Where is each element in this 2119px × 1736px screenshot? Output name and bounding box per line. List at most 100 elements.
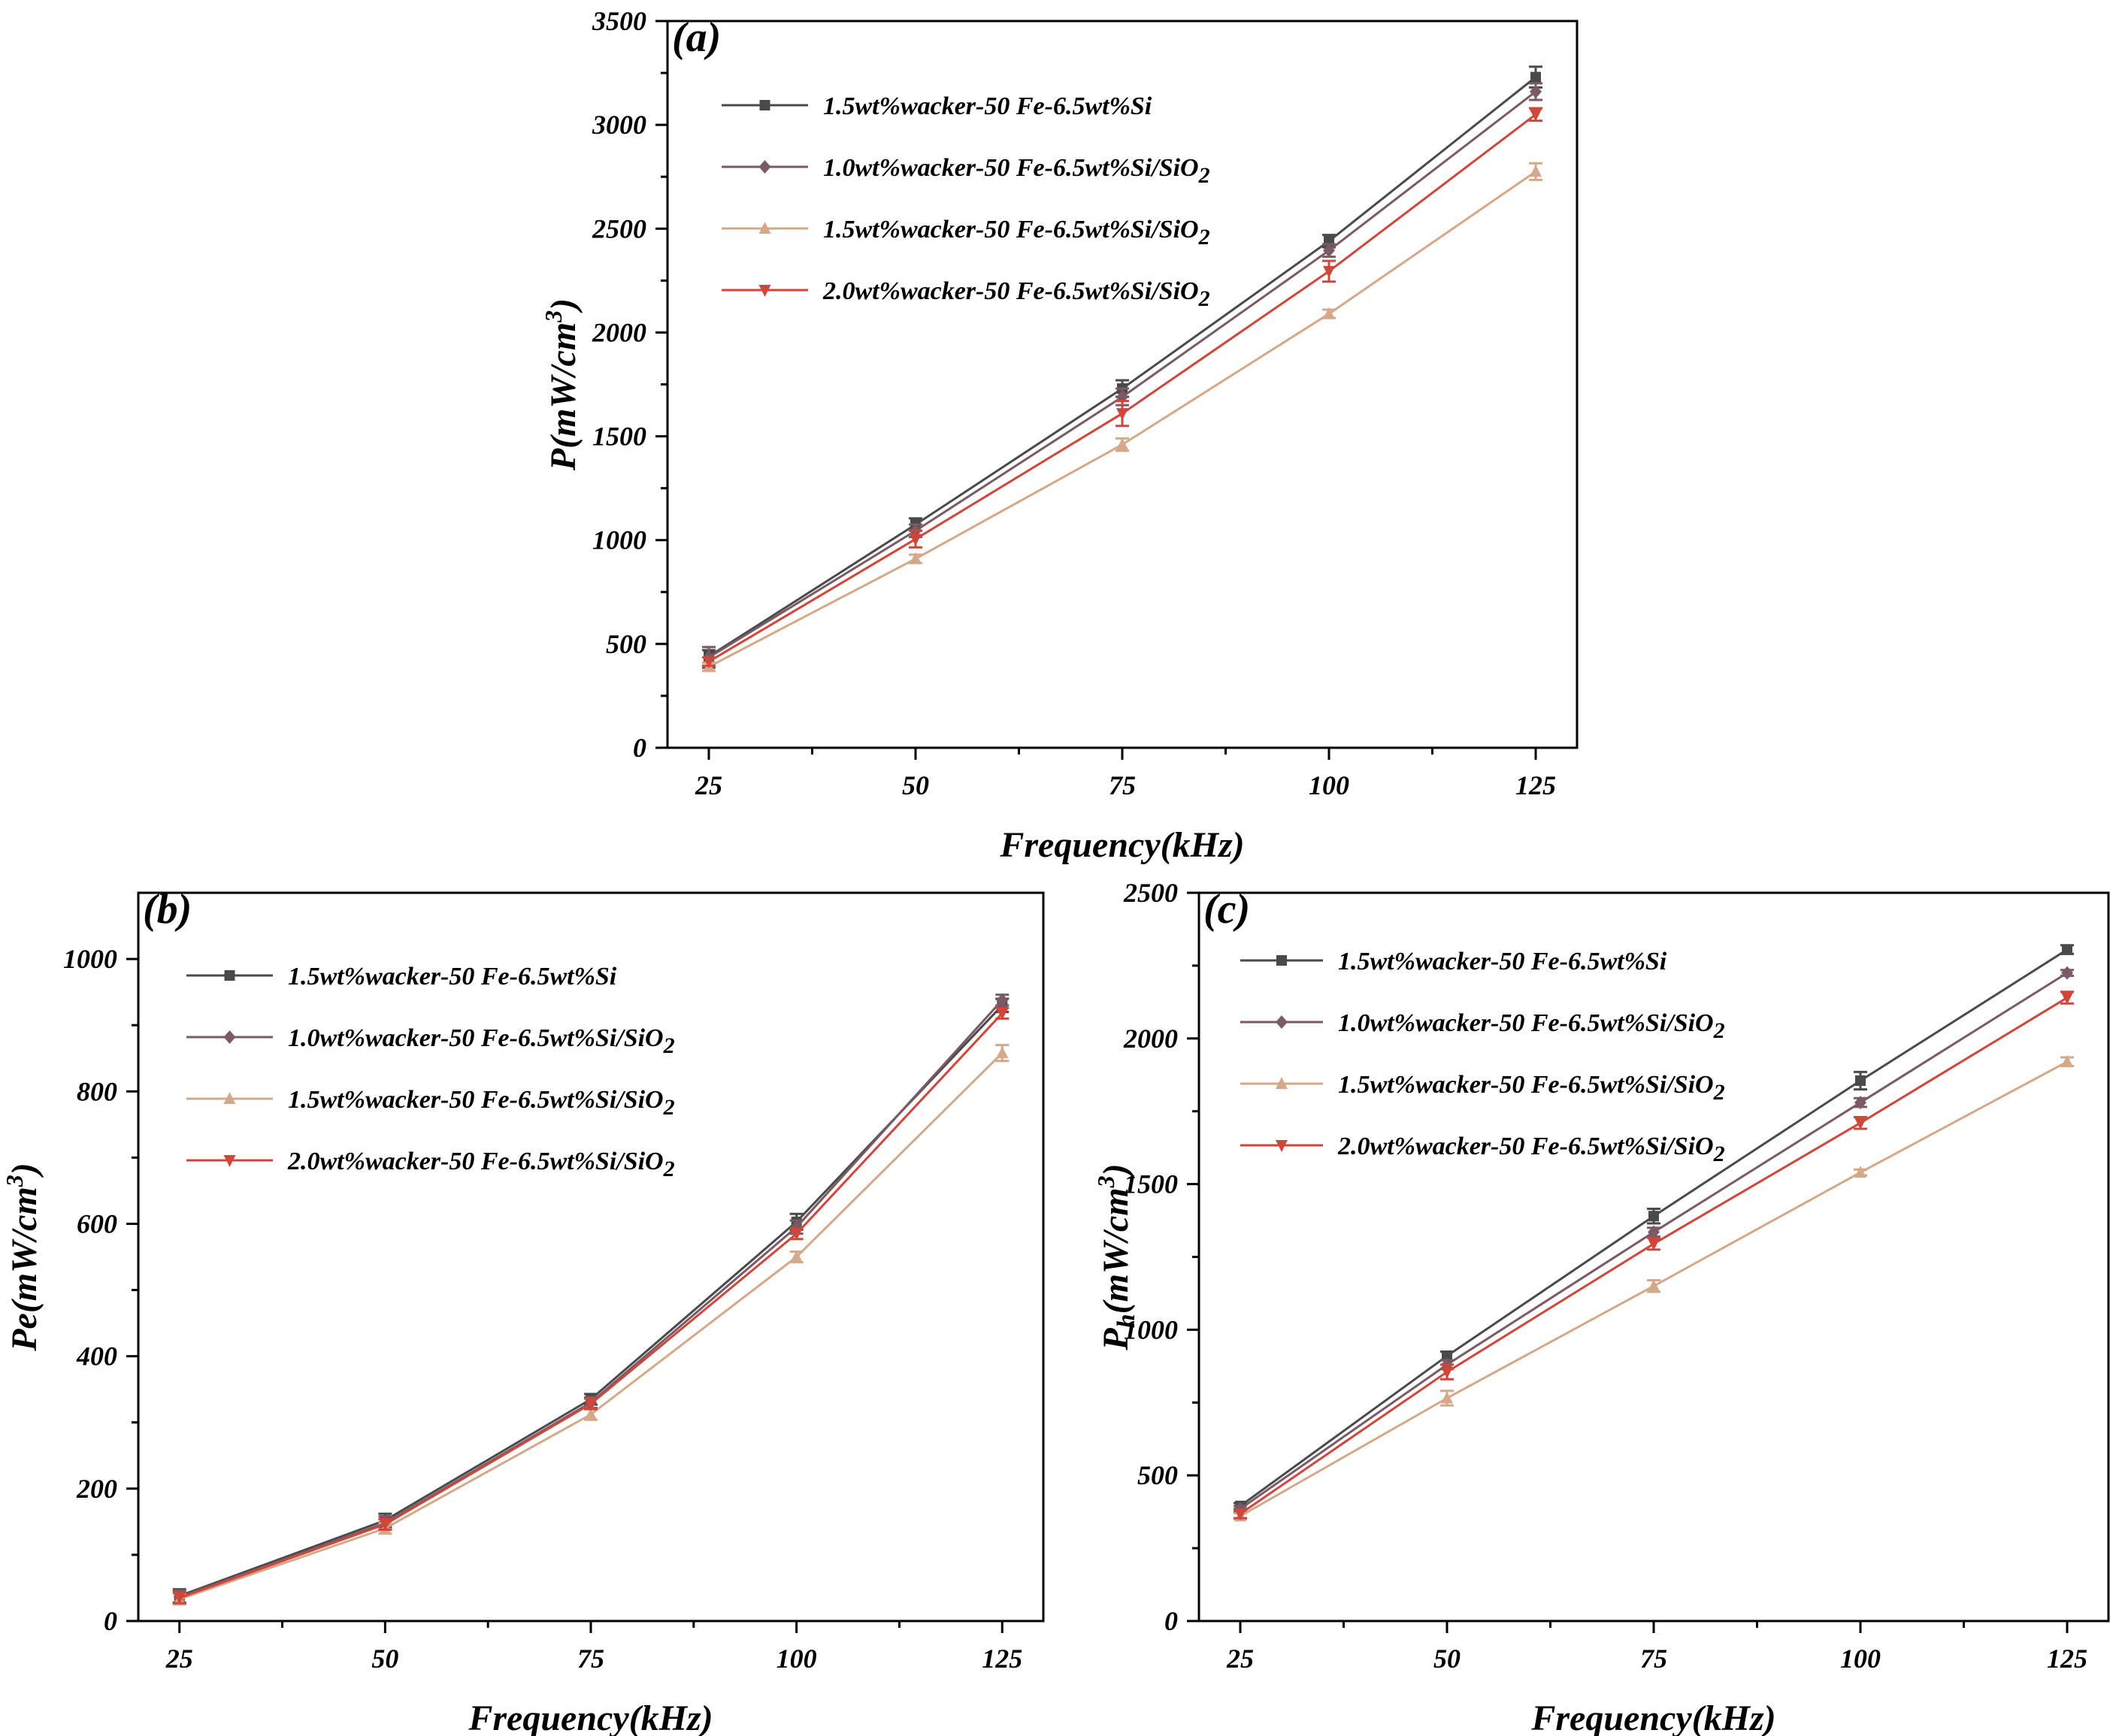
x-tick-label: 50 [1433, 1644, 1461, 1674]
x-axis-label: Frequency(kHz) [999, 825, 1244, 865]
legend-item: 1.5wt%wacker-50 Fe-6.5wt%Si/SiO2 [186, 1086, 675, 1120]
legend-swatch-marker [1276, 955, 1287, 966]
data-point [1854, 1166, 1866, 1178]
data-point [1530, 71, 1541, 83]
legend-label: 2.0wt%wacker-50 Fe-6.5wt%Si/SiO2 [1337, 1133, 1725, 1166]
data-point [2062, 944, 2072, 955]
legend-label-text: 1.5wt%wacker-50 Fe-6.5wt%Si [823, 92, 1152, 120]
y-axis-label: P(mW/cm3) [540, 298, 583, 471]
legend-swatch-marker [1276, 1015, 1288, 1029]
series-2 [1234, 966, 2074, 1516]
series-4 [702, 107, 1542, 669]
y-axis-label: Ph(mW/cm3) [1092, 1163, 1140, 1350]
x-tick-label: 25 [1226, 1644, 1254, 1674]
data-point [996, 1046, 1009, 1059]
data-point [910, 534, 922, 546]
panel-label: (b) [143, 886, 192, 933]
series-4 [1234, 990, 2074, 1521]
data-point [1441, 1391, 1453, 1404]
legend-swatch-marker [758, 160, 771, 174]
legend-label-text: 1.5wt%wacker-50 Fe-6.5wt%Si/SiO [1338, 1071, 1714, 1099]
y-tick-label: 600 [77, 1208, 117, 1238]
legend-label-text: 1.0wt%wacker-50 Fe-6.5wt%Si/SiO [823, 154, 1199, 182]
data-point [173, 1592, 186, 1605]
legend-item: 1.5wt%wacker-50 Fe-6.5wt%Si [1240, 948, 1667, 975]
legend-label-subscript: 2 [663, 1157, 675, 1181]
y-label-superscript: 3 [540, 310, 567, 323]
legend-label: 1.5wt%wacker-50 Fe-6.5wt%Si/SiO2 [288, 1086, 675, 1120]
y-label-mid: (mW/cm [1096, 1187, 1136, 1314]
legend-item: 2.0wt%wacker-50 Fe-6.5wt%Si/SiO2 [186, 1148, 675, 1181]
legend-label-text: 1.5wt%wacker-50 Fe-6.5wt%Si/SiO [288, 1086, 664, 1114]
data-point [910, 552, 922, 564]
legend-label: 1.5wt%wacker-50 Fe-6.5wt%Si [823, 92, 1152, 120]
legend-label-text: 1.0wt%wacker-50 Fe-6.5wt%Si/SiO [288, 1024, 664, 1052]
data-point [1648, 1225, 1660, 1239]
y-tick-label: 1000 [1124, 1314, 1178, 1344]
y-tick-label: 0 [104, 1606, 117, 1636]
x-tick-label: 25 [695, 770, 722, 800]
y-label-end: ) [1096, 1163, 1136, 1178]
legend-swatch-marker [1276, 1140, 1288, 1152]
data-point [1441, 1366, 1453, 1379]
x-axis-label: Frequency(kHz) [1530, 1698, 1775, 1736]
x-tick-label: 75 [577, 1644, 604, 1674]
legend-label-text: 2.0wt%wacker-50 Fe-6.5wt%Si/SiO [287, 1148, 664, 1175]
legend-swatch-marker [758, 285, 771, 297]
legend-item: 2.0wt%wacker-50 Fe-6.5wt%Si/SiO2 [722, 277, 1210, 311]
y-tick-label: 3500 [592, 6, 646, 36]
legend-label: 2.0wt%wacker-50 Fe-6.5wt%Si/SiO2 [287, 1148, 675, 1181]
y-tick-label: 2500 [592, 213, 646, 243]
legend-swatch-marker [223, 1092, 236, 1104]
y-tick-label: 2000 [592, 317, 646, 347]
data-point [1323, 307, 1335, 319]
data-point [1854, 1096, 1866, 1110]
data-point [1116, 408, 1128, 421]
data-point [379, 1519, 392, 1532]
data-point [2061, 1054, 2073, 1067]
data-point [996, 1008, 1009, 1021]
data-point [1116, 437, 1128, 450]
series-3 [702, 162, 1542, 673]
data-point [1648, 1279, 1660, 1292]
data-point [1648, 1238, 1660, 1251]
plot-frame [1197, 891, 2110, 1623]
legend-label-text: 1.5wt%wacker-50 Fe-6.5wt%Si/SiO [823, 216, 1199, 243]
chart-panel-a: 25 50 75 100 125 0 500 1000 1500 2000 2500 3000 3500… [540, 6, 1579, 865]
legend-item: 1.0wt%wacker-50 Fe-6.5wt%Si/SiO2 [722, 154, 1210, 188]
data-point [1530, 165, 1542, 177]
legend-label-subscript: 2 [1198, 163, 1210, 188]
chart-panel-b: 25 50 75 100 125 0 200 400 600 800 1000 (b) Frequenc… [1, 886, 1045, 1736]
legend-label-subscript: 2 [1713, 1142, 1725, 1166]
y-label-main: Pe(mW/cm [5, 1187, 44, 1352]
legend-label-text: 2.0wt%wacker-50 Fe-6.5wt%Si/SiO [822, 277, 1199, 305]
y-label-superscript: 3 [1, 1175, 28, 1187]
legend-label-subscript: 2 [663, 1095, 675, 1120]
data-point [790, 1228, 803, 1241]
y-tick-label: 1500 [1124, 1169, 1178, 1199]
data-point [1530, 84, 1542, 98]
legend: 1.5wt%wacker-50 Fe-6.5wt%Si 1.0wt%wacker-… [722, 92, 1210, 311]
y-tick-label: 0 [1164, 1606, 1178, 1636]
y-label-end: ) [543, 298, 583, 313]
legend-label-subscript: 2 [1198, 225, 1210, 250]
series-3 [1234, 1054, 2074, 1522]
panel-label: (a) [672, 14, 721, 61]
data-point [996, 993, 1009, 1007]
y-label-main: P [1096, 1328, 1136, 1351]
y-label-main: P(mW/cm [543, 322, 583, 471]
series-4 [172, 1006, 1010, 1605]
legend-swatch-marker [1276, 1077, 1288, 1089]
legend-label-text: 2.0wt%wacker-50 Fe-6.5wt%Si/SiO [1337, 1133, 1714, 1160]
data-point [790, 1250, 803, 1263]
x-tick-label: 50 [371, 1644, 398, 1674]
legend-label: 1.5wt%wacker-50 Fe-6.5wt%Si [288, 963, 617, 990]
x-axis-label: Frequency(kHz) [468, 1698, 713, 1736]
legend-label: 1.5wt%wacker-50 Fe-6.5wt%Si/SiO2 [823, 216, 1210, 250]
data-point [1648, 1211, 1659, 1222]
y-tick-label: 400 [76, 1341, 117, 1372]
legend-label-text: 1.5wt%wacker-50 Fe-6.5wt%Si [1338, 948, 1667, 975]
data-point [1855, 1075, 1866, 1087]
x-tick-label: 75 [1640, 1644, 1667, 1674]
